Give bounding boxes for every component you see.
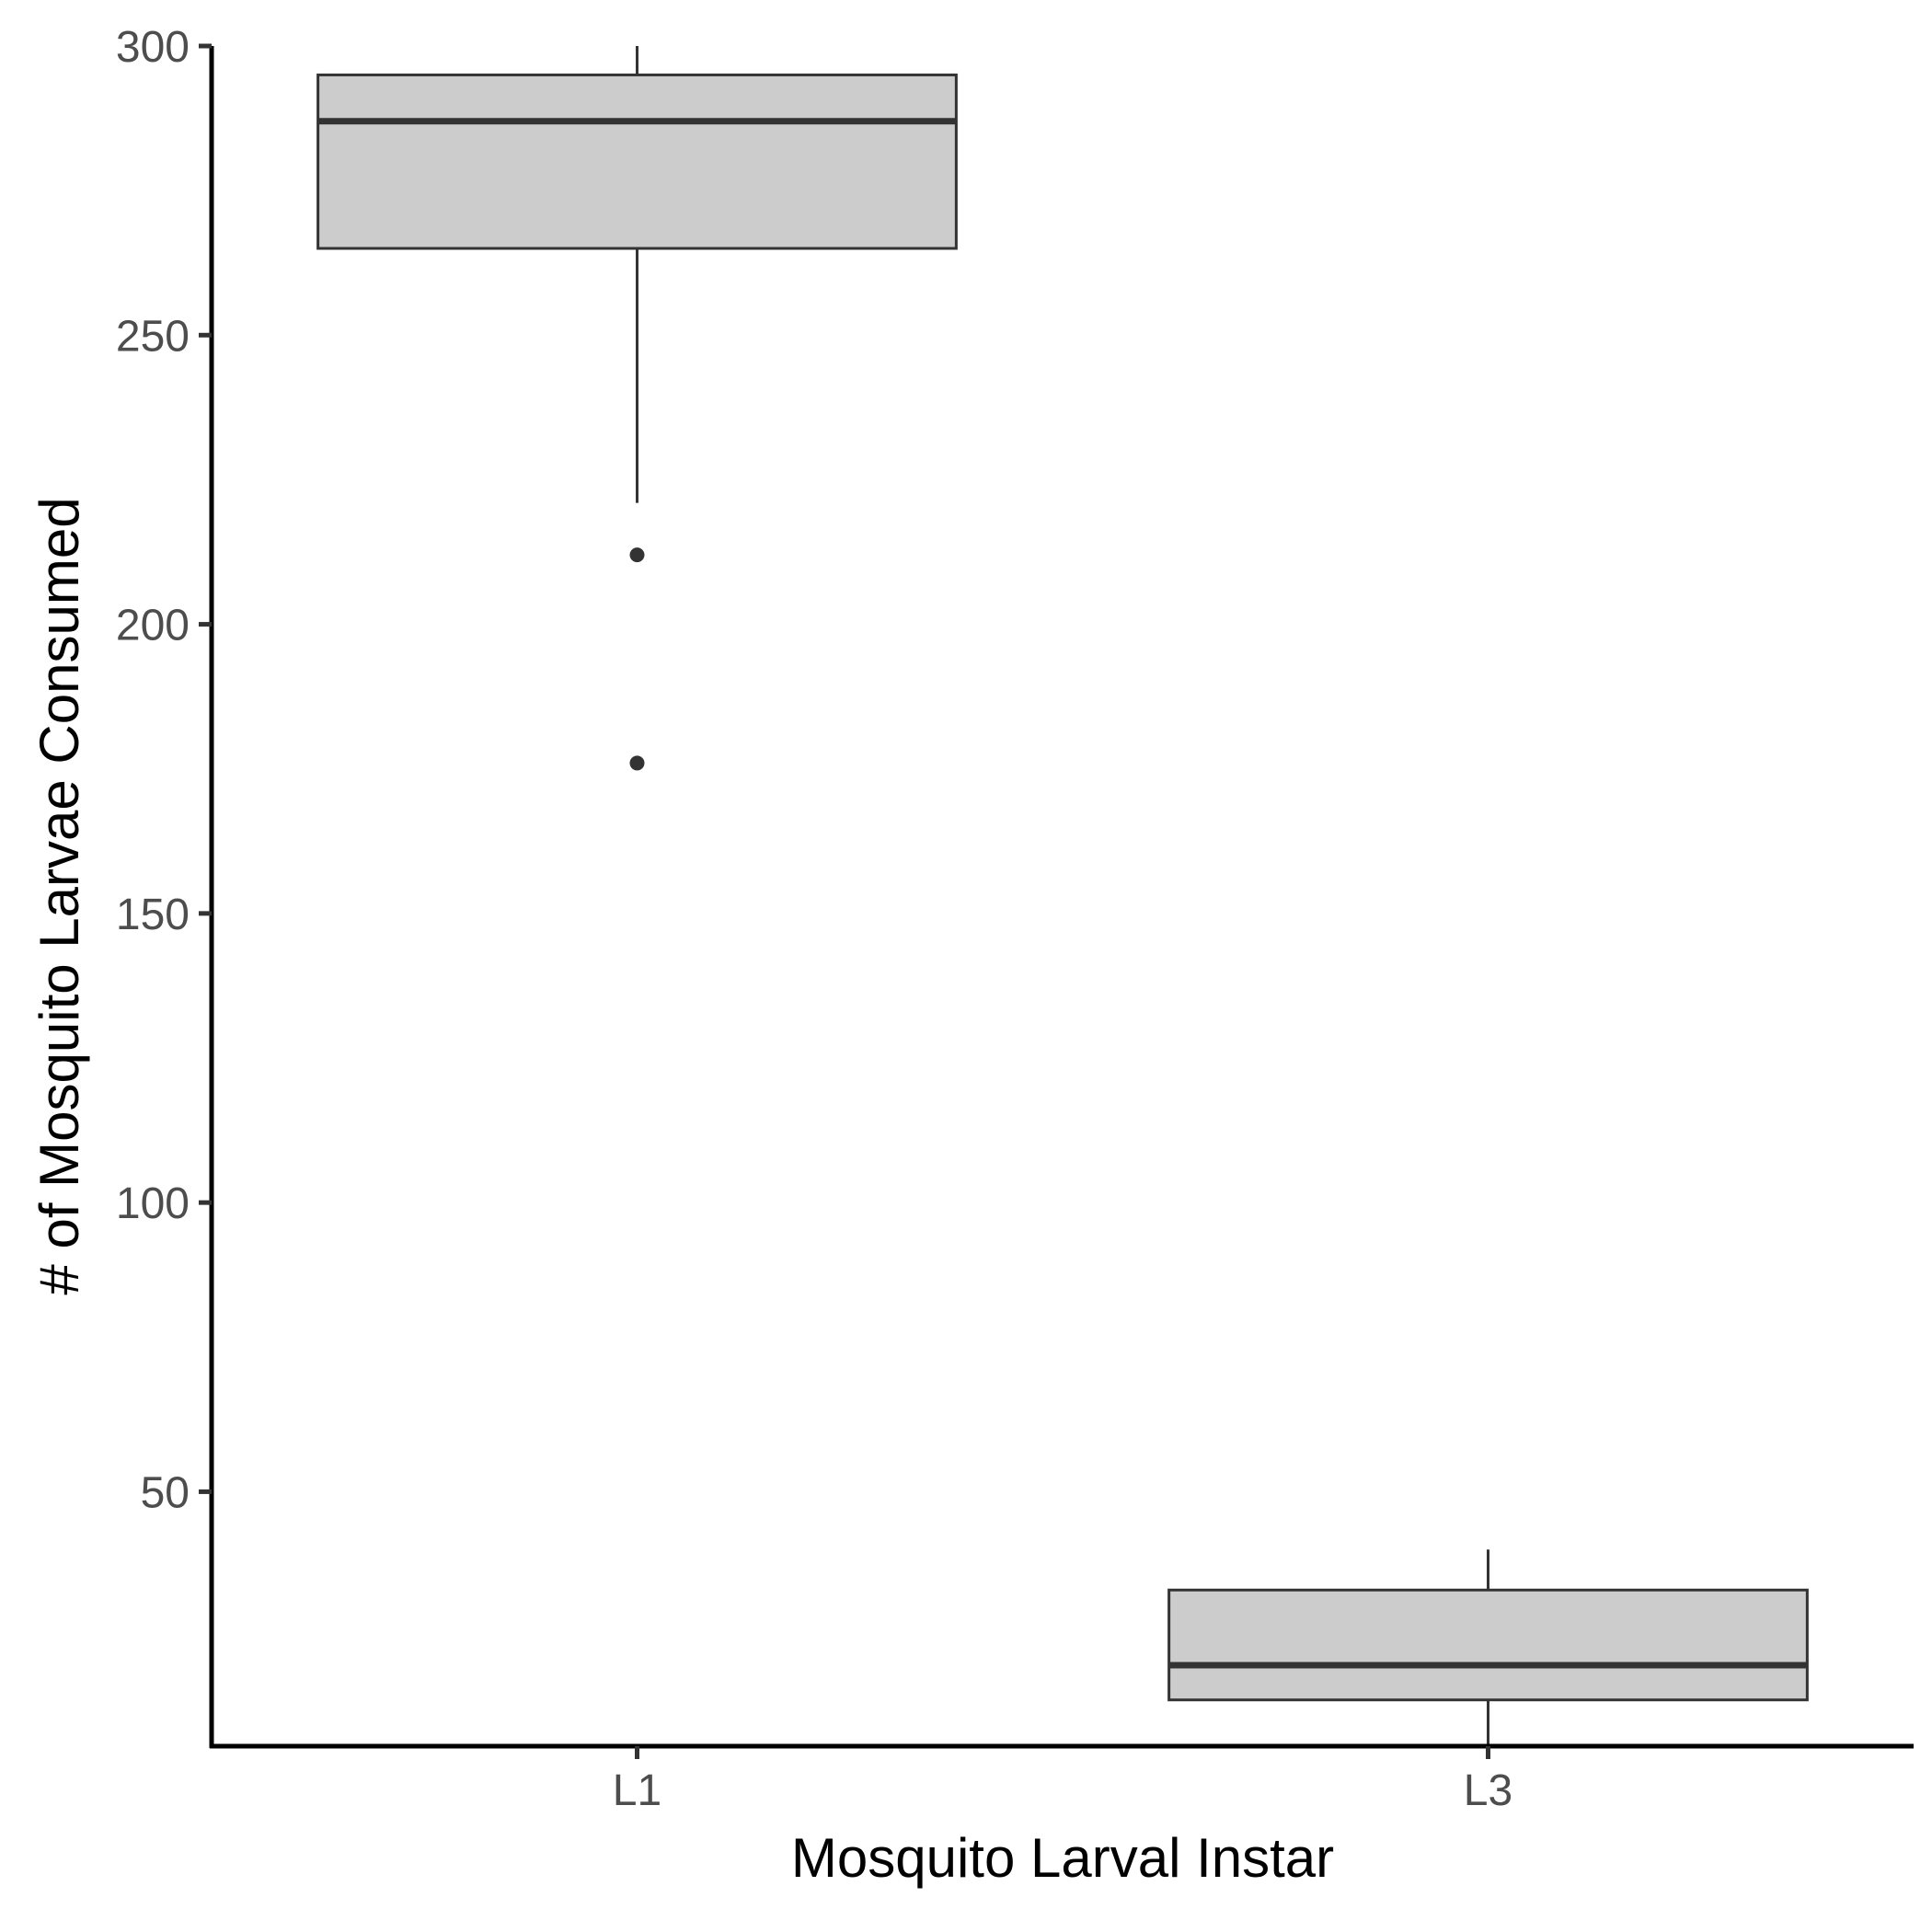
y-axis-title: # of Mosquito Larvae Consumed: [29, 497, 90, 1294]
y-tick-label: 250: [116, 312, 190, 361]
y-tick-label: 100: [116, 1179, 190, 1228]
x-tick-label: L3: [1464, 1766, 1512, 1815]
axes: 50 100 150 200 250 300 L1 L3: [116, 23, 1914, 1815]
plot-area: [316, 46, 1809, 1746]
outlier-point: [629, 547, 645, 563]
x-axis-title: Mosquito Larval Instar: [791, 1827, 1334, 1889]
box-iqr: [316, 73, 958, 250]
box-group-L3: [1167, 1549, 1809, 1746]
outlier-point: [629, 755, 645, 771]
y-tick-label: 200: [116, 602, 190, 650]
x-tick-label: L1: [613, 1766, 661, 1815]
y-tick-label: 150: [116, 891, 190, 939]
y-tick-label: 300: [116, 23, 190, 72]
box-group-L1: [316, 46, 958, 771]
box-iqr: [1167, 1588, 1809, 1702]
y-tick-label: 50: [141, 1468, 190, 1517]
